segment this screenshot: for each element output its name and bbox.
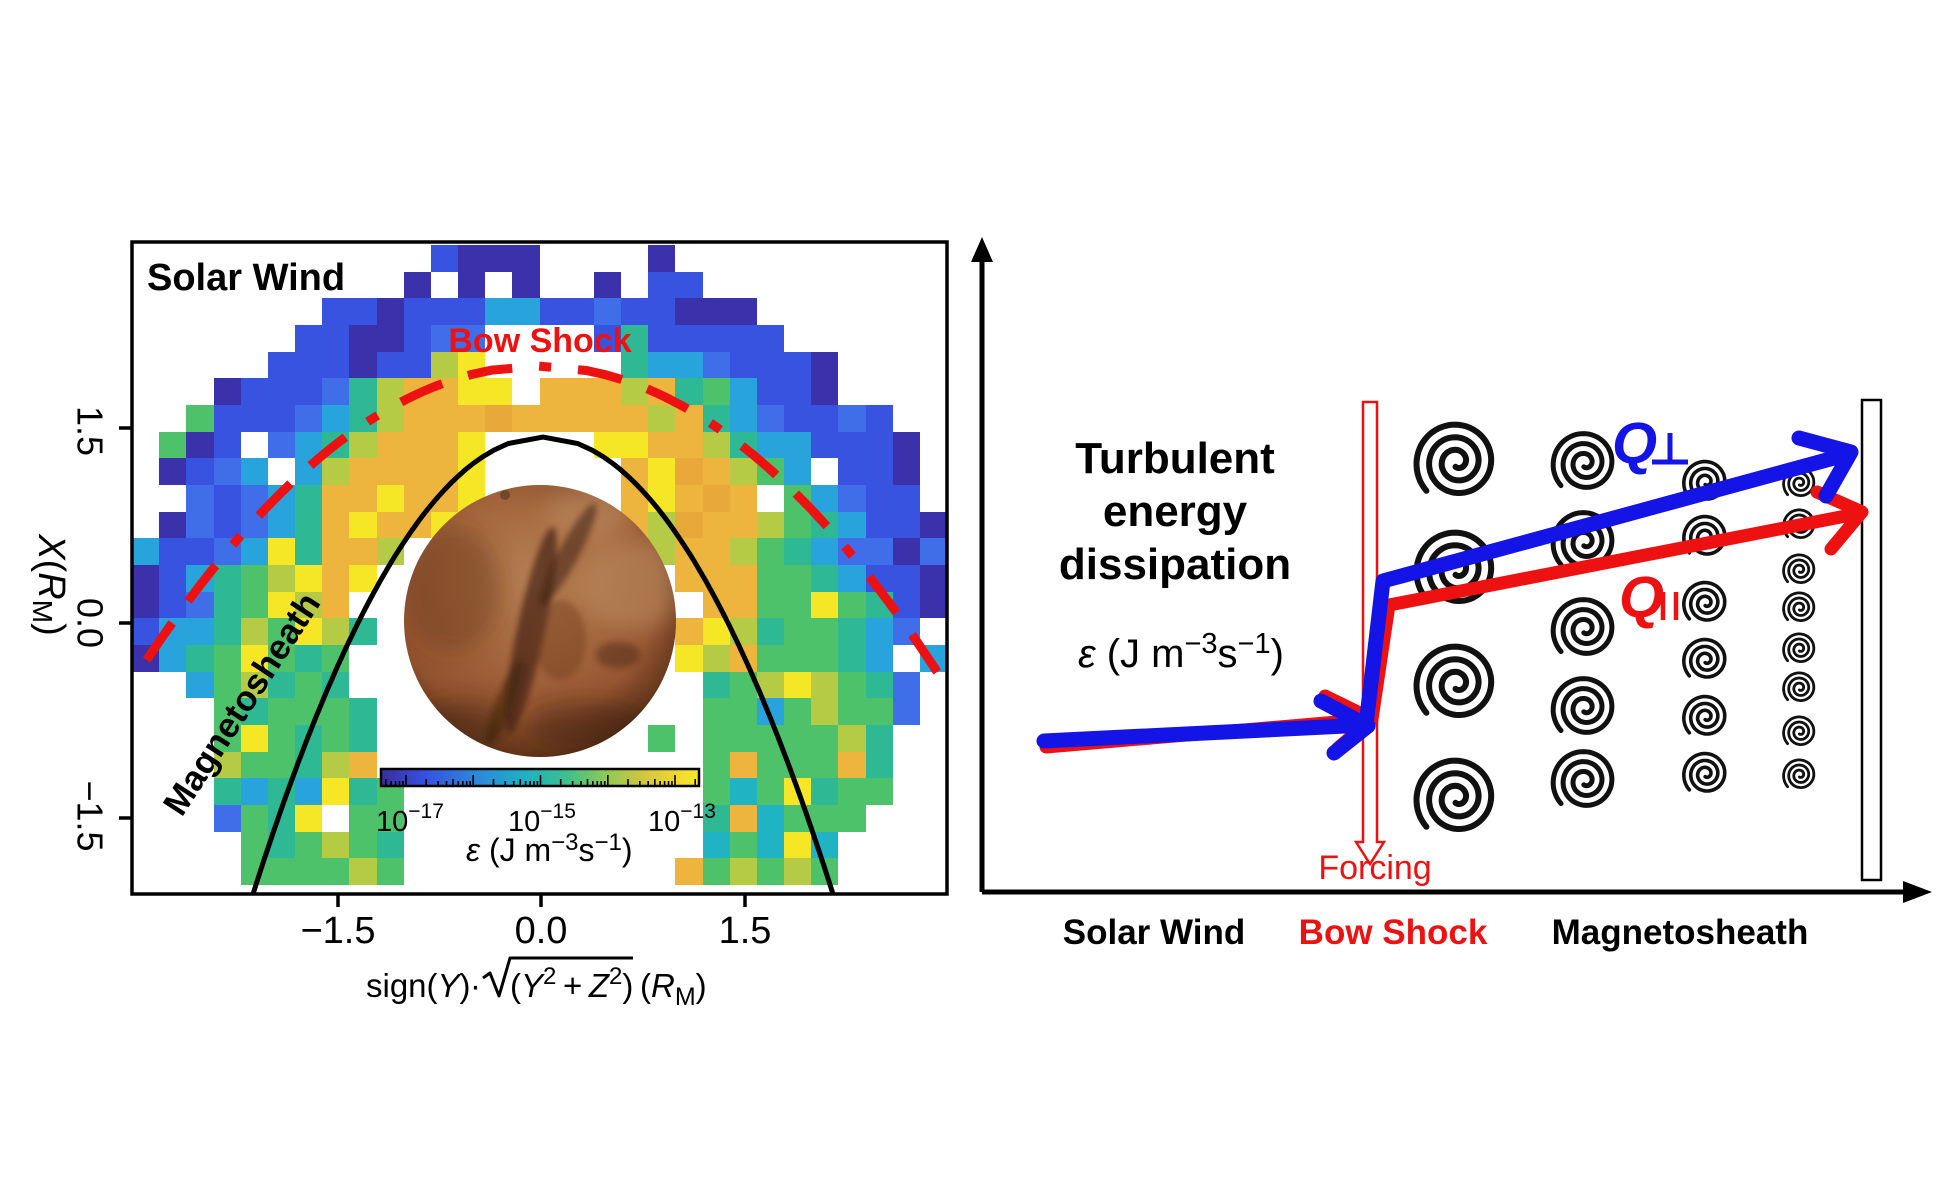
svg-text:Solar Wind: Solar Wind (147, 257, 345, 299)
svg-text:dissipation: dissipation (1059, 540, 1291, 589)
svg-text:Q: Q (1612, 411, 1657, 476)
svg-text:Q: Q (1619, 565, 1664, 630)
svg-text:1.5: 1.5 (70, 406, 111, 456)
svg-text:Bow Shock: Bow Shock (1299, 913, 1488, 952)
svg-text:Magnetosheath: Magnetosheath (1552, 913, 1809, 952)
svg-text:Bow Shock: Bow Shock (448, 322, 631, 360)
svg-text:ε (J m−3s−1): ε (J m−3s−1) (1078, 628, 1284, 676)
svg-text:X(RM): X(RM) (28, 533, 73, 635)
svg-text:10−17: 10−17 (376, 800, 444, 838)
svg-text:Solar Wind: Solar Wind (1063, 913, 1245, 952)
svg-text:sign(Y): sign(Y) (366, 967, 471, 1004)
svg-text:0.0: 0.0 (515, 910, 568, 952)
svg-text:−1.5: −1.5 (300, 910, 375, 952)
svg-text:(RM): (RM) (640, 967, 707, 1011)
svg-text:−1.5: −1.5 (70, 780, 111, 851)
svg-text:1.5: 1.5 (719, 910, 772, 952)
svg-text:(Y2 + Z2): (Y2 + Z2) (510, 963, 633, 1004)
svg-text:0.0: 0.0 (70, 598, 111, 648)
svg-text:ε (J m−3s−1): ε (J m−3s−1) (466, 829, 633, 868)
svg-text:Forcing: Forcing (1318, 849, 1431, 887)
svg-text:energy: energy (1103, 487, 1248, 536)
svg-text:Turbulent: Turbulent (1075, 434, 1275, 483)
svg-text:·: · (470, 967, 481, 1004)
